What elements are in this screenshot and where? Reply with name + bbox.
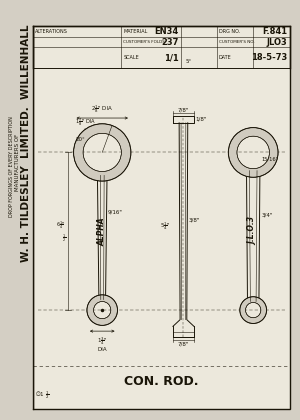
Text: ALPHA: ALPHA xyxy=(98,217,107,246)
Text: MATERIAL: MATERIAL xyxy=(123,29,148,34)
Text: 3/8": 3/8" xyxy=(189,217,200,222)
Text: W. H. TILDESLEY  LIMITED.  WILLENHALL: W. H. TILDESLEY LIMITED. WILLENHALL xyxy=(21,24,31,262)
Text: MANUFACTURERS OF: MANUFACTURERS OF xyxy=(15,134,20,191)
Text: 15/16": 15/16" xyxy=(262,156,279,161)
Text: $5\frac{1}{4}$": $5\frac{1}{4}$" xyxy=(160,220,171,232)
Bar xyxy=(33,26,290,409)
Bar xyxy=(7,26,33,409)
Text: 9/16": 9/16" xyxy=(107,210,122,215)
Text: JLO3: JLO3 xyxy=(267,37,288,47)
Text: SCALE: SCALE xyxy=(123,55,139,60)
Text: $\emptyset$1 $\frac{1}{2}$: $\emptyset$1 $\frac{1}{2}$ xyxy=(35,389,50,401)
Text: $6\frac{1}{4}$"
$\frac{1}{2}$: $6\frac{1}{4}$" $\frac{1}{2}$ xyxy=(56,219,66,244)
Text: F.841: F.841 xyxy=(262,27,288,36)
Text: $2\frac{1}{8}$" DIA: $2\frac{1}{8}$" DIA xyxy=(91,103,113,115)
Text: CON. ROD.: CON. ROD. xyxy=(124,375,199,388)
Wedge shape xyxy=(87,295,118,326)
Text: ALTERATIONS: ALTERATIONS xyxy=(35,29,68,34)
Polygon shape xyxy=(98,177,107,298)
Text: DRG NO.: DRG NO. xyxy=(219,29,240,34)
Text: 1/8": 1/8" xyxy=(195,117,206,122)
Text: 20°: 20° xyxy=(76,137,85,142)
Text: CUSTOMER'S NO.: CUSTOMER'S NO. xyxy=(219,40,254,44)
Text: $1\frac{7}{8}$" DIA: $1\frac{7}{8}$" DIA xyxy=(76,116,97,128)
Wedge shape xyxy=(240,297,267,323)
Text: 18-5-73: 18-5-73 xyxy=(251,53,288,62)
Text: 237: 237 xyxy=(161,37,179,47)
Text: $1\frac{3}{4}$"
DIA: $1\frac{3}{4}$" DIA xyxy=(97,335,107,352)
Text: 1/1: 1/1 xyxy=(164,53,179,62)
Text: DATE: DATE xyxy=(219,55,232,60)
Text: EN34: EN34 xyxy=(154,27,179,36)
Text: CUSTOMER'S FOLDS: CUSTOMER'S FOLDS xyxy=(123,40,165,44)
Text: 5°: 5° xyxy=(185,59,192,63)
Text: 3/4": 3/4" xyxy=(262,213,273,218)
Polygon shape xyxy=(247,173,260,299)
Text: DROP FORGINGS OF EVERY DESCRIPTION: DROP FORGINGS OF EVERY DESCRIPTION xyxy=(9,116,14,217)
Text: 7/8": 7/8" xyxy=(178,107,189,112)
Wedge shape xyxy=(74,124,131,181)
Wedge shape xyxy=(228,128,278,177)
Text: J.L.O.3: J.L.O.3 xyxy=(249,217,258,245)
Text: 7/8": 7/8" xyxy=(178,341,189,346)
